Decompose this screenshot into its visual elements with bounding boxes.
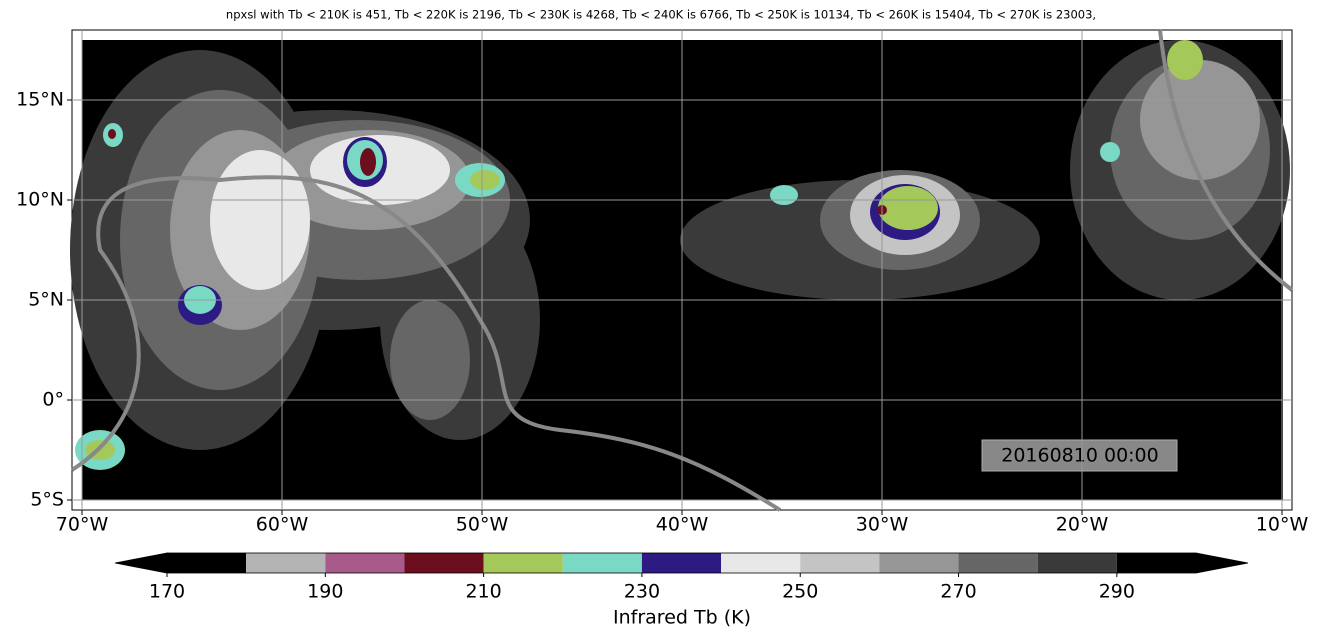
x-tick-label: 70°W bbox=[56, 514, 109, 536]
colorbar-tick-label: 170 bbox=[149, 581, 185, 603]
colorbar-segment bbox=[325, 553, 405, 573]
x-tick-label: 30°W bbox=[856, 514, 909, 536]
x-tick-label: 40°W bbox=[656, 514, 709, 536]
colorbar-tick-label: 290 bbox=[1099, 581, 1135, 603]
colorbar-segment bbox=[879, 553, 959, 573]
colorbar-segment bbox=[404, 553, 484, 573]
colorbar-segment bbox=[246, 553, 326, 573]
x-tick-label: 10°W bbox=[1256, 514, 1309, 536]
colorbar-label: Infrared Tb (K) bbox=[613, 607, 751, 629]
colorbar-extend-high bbox=[1195, 552, 1249, 574]
colorbar-tick-label: 230 bbox=[624, 581, 660, 603]
colorbar-segment bbox=[167, 553, 247, 573]
colorbar-extend-low bbox=[114, 552, 168, 574]
x-tick-label: 50°W bbox=[456, 514, 509, 536]
colorbar-tick-label: 210 bbox=[465, 581, 501, 603]
y-tick-label: 0° bbox=[42, 389, 64, 411]
colorbar-segment bbox=[958, 553, 1038, 573]
x-tick-label: 60°W bbox=[256, 514, 309, 536]
colorbar-frame bbox=[166, 552, 1197, 574]
colorbar-segment bbox=[800, 553, 880, 573]
colorbar-segment bbox=[1116, 553, 1196, 573]
colorbar-segment bbox=[641, 553, 722, 573]
x-tick-label: 20°W bbox=[1056, 514, 1109, 536]
colorbar-segment bbox=[562, 553, 642, 573]
y-tick-label: 15°N bbox=[16, 89, 64, 111]
colorbar-segment bbox=[721, 553, 801, 573]
title: npxsl with Tb < 210K is 451, Tb < 220K i… bbox=[226, 8, 1096, 22]
colorbar-tick-label: 250 bbox=[782, 581, 818, 603]
y-tick-label: 5°S bbox=[30, 489, 64, 511]
colorbar-segment bbox=[1037, 553, 1117, 573]
y-tick-label: 5°N bbox=[28, 289, 64, 311]
y-tick-label: 10°N bbox=[16, 189, 64, 211]
timestamp-box bbox=[981, 439, 1178, 472]
colorbar-tick-label: 270 bbox=[940, 581, 976, 603]
timestamp: 20160810 00:00 bbox=[1001, 445, 1159, 467]
colorbar-segment bbox=[483, 553, 563, 573]
colorbar-tick-label: 190 bbox=[307, 581, 343, 603]
